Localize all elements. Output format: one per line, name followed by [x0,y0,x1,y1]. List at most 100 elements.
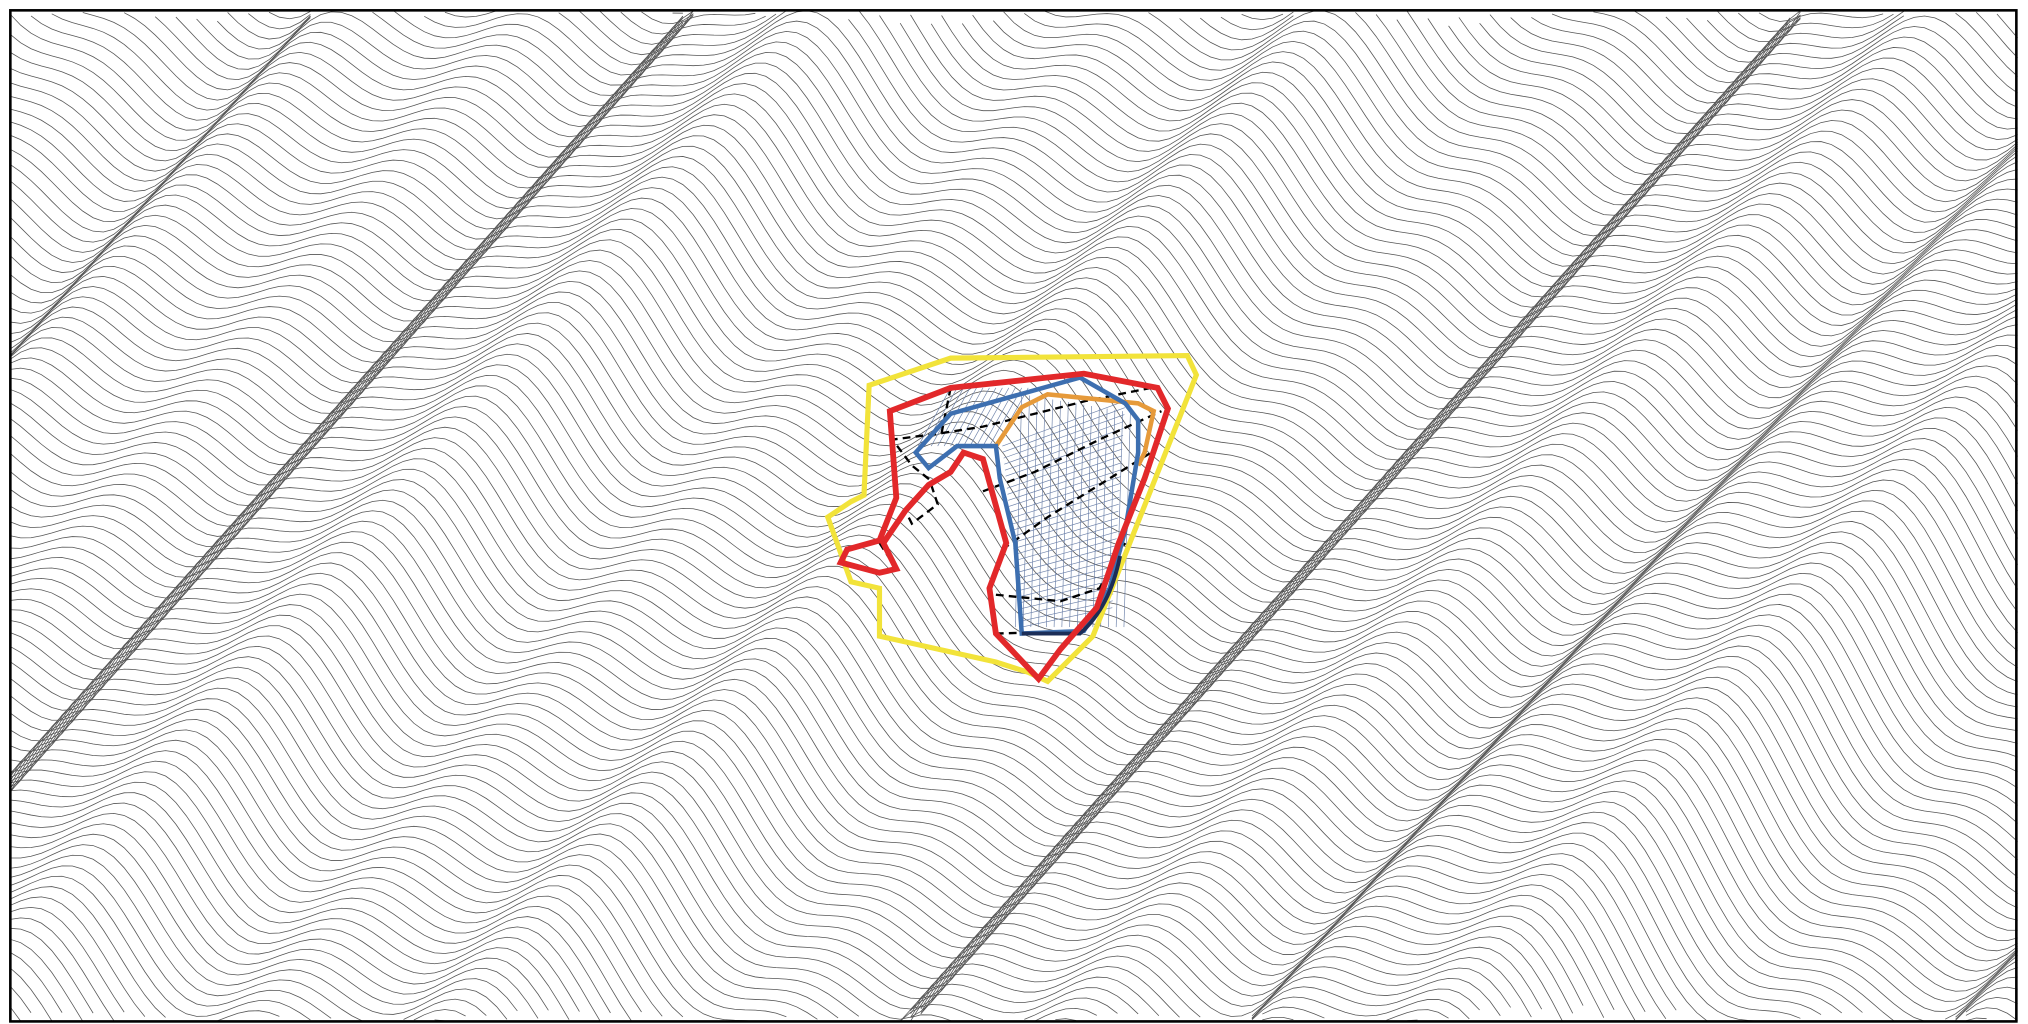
contour-line [1975,12,2018,59]
hatch-line [1008,469,1122,507]
contour-line [10,489,2018,952]
contour-line [1386,1009,1449,1021]
contour-line [1251,976,1501,1020]
contour-line [1448,15,1905,165]
hatch-line [943,387,977,447]
contour-line [920,905,1605,1018]
contour-line [444,10,497,18]
hatch-line [918,387,951,447]
contour-line [10,531,2018,992]
hatch-line [1014,531,1118,562]
contour-line [10,812,549,1011]
contour-line [1375,14,2018,206]
contour-line [1262,1006,1325,1019]
contour-line [10,698,818,1020]
hatch-line [1003,414,1125,459]
contour-line [558,10,694,66]
contour-line [10,197,2018,563]
contour-line [10,614,1801,1019]
contour-line [1510,10,1801,124]
contour-line [10,906,125,1013]
contour-line [10,62,2018,430]
contour-line [10,291,2018,683]
contour-line [10,865,332,1019]
contour-line [1251,996,1470,1021]
contour-line [1758,12,1801,22]
contour-line [10,385,2018,806]
contour-line [10,986,32,1013]
contour-line [10,156,2018,522]
hatch-line [963,387,997,447]
contour-line [10,406,2018,842]
contour-line [961,23,2018,298]
contour-line [1200,15,1294,41]
contour-line [30,12,756,138]
contour-line [10,719,756,1022]
hatch-line [956,387,990,447]
hatch-line [1115,411,1123,628]
contour-line [10,364,2018,773]
contour-line [10,917,115,1021]
contour-line [10,938,84,1022]
contour-line [10,656,1667,1020]
contour-line [910,966,1180,1018]
contour-line [10,426,2018,878]
contour-line [10,739,663,1017]
contour-line [10,729,684,1018]
contour-line [972,14,2018,287]
contour-line [920,894,1615,1015]
dashed-line [941,386,1152,435]
contour-line [10,541,2018,1002]
hatch-line [1005,434,1124,477]
contour-line [10,552,2018,1012]
yellow-boundary [824,352,1200,685]
hatch-line [950,387,984,447]
contour-line [10,72,2018,440]
hatch-line [1046,399,1054,628]
contour-line [10,635,1708,1022]
contour-line [993,20,2018,277]
contour-line [10,781,601,1022]
hatch-line [1010,483,1121,519]
contour-line [1024,13,2018,257]
contour-line [1593,11,1791,94]
contour-line [248,13,311,30]
dashed-line [1001,451,1152,551]
contour-line [10,708,787,1018]
contour-line [1220,11,1294,31]
contour-line [10,10,2018,379]
contour-line [10,1006,22,1022]
contour-line [10,844,508,1020]
contour-line [910,955,1201,1018]
contour-line [10,416,2018,861]
contour-line [1406,11,2018,186]
hatch-line [1006,448,1123,489]
contour-line [10,176,2018,542]
orange-boundary [994,392,1157,467]
contour-line [1044,10,2018,247]
dashed-line [982,410,1162,493]
hatch-line [1002,400,1126,447]
contour-line [10,218,2018,583]
contour-line [10,572,1894,1021]
contour-line [10,750,642,1013]
hatch-line [1022,395,1030,628]
contour-line [910,925,1574,1022]
contour-line [10,520,2018,982]
contour-line [1034,1007,1097,1022]
contour-line [10,13,777,158]
contour-line [10,833,518,1012]
contour-line [403,998,487,1020]
contour-line [10,437,2018,894]
contour-line [10,10,787,168]
contour-line [10,93,2018,461]
contour-line [1965,996,2018,1013]
contour-line [1634,10,1791,84]
contour-line [899,987,1139,1022]
hatch-line [1004,421,1125,465]
contour-line [899,1004,984,1022]
contour-line [941,15,2018,308]
contour-line [1179,10,2018,227]
